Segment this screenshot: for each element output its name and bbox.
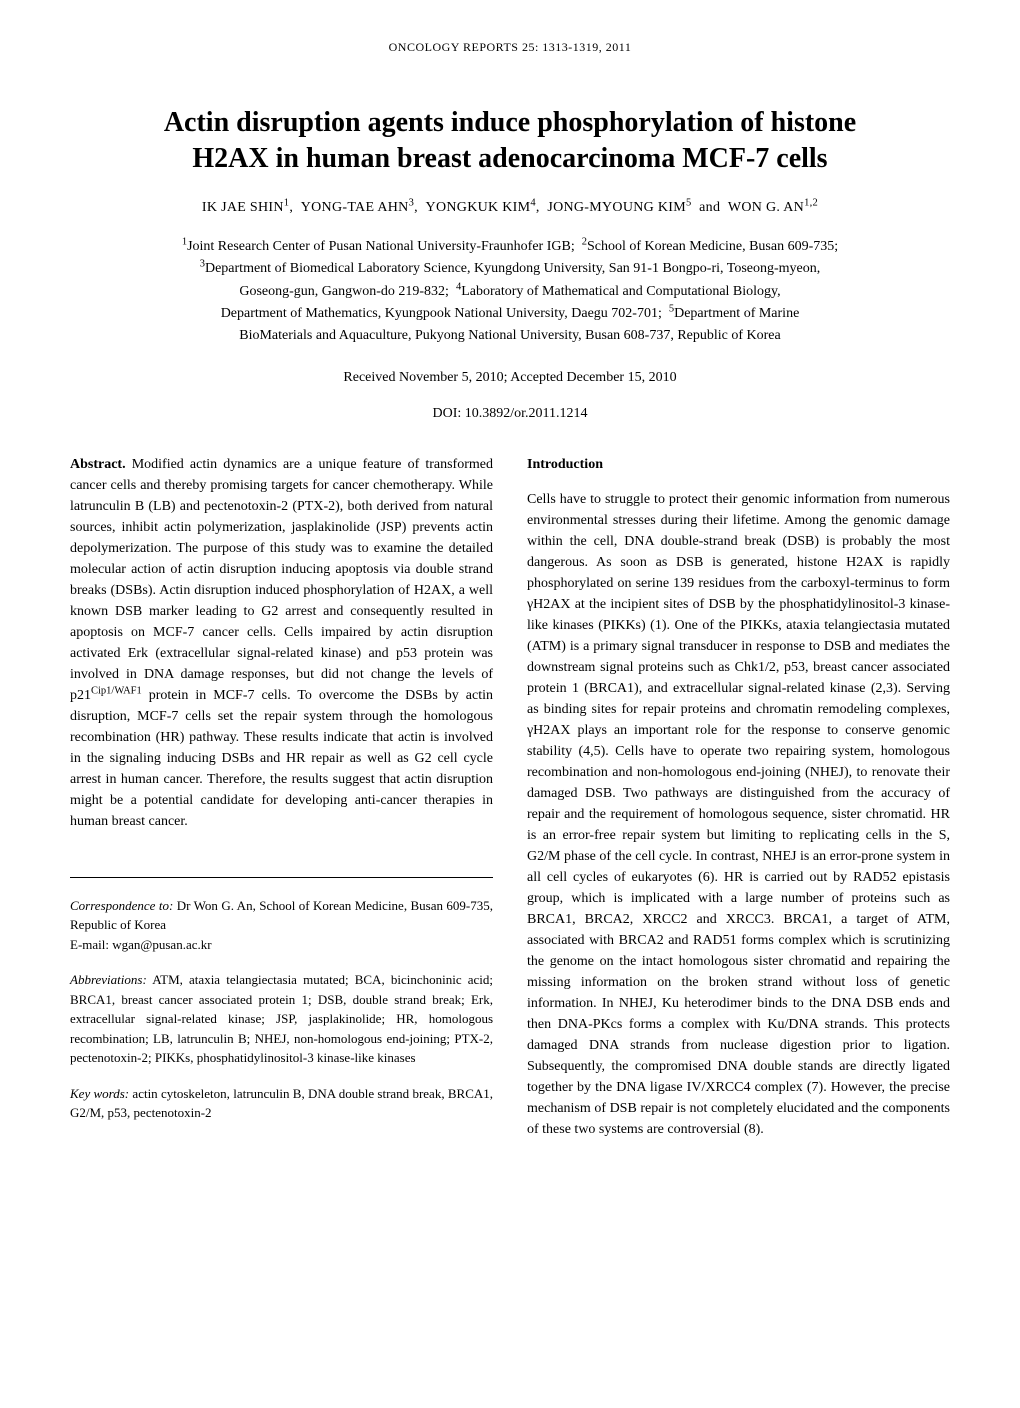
two-column-layout: Abstract. Modified actin dynamics are a … [70,454,950,1140]
left-column: Abstract. Modified actin dynamics are a … [70,454,493,1140]
article-title: Actin disruption agents induce phosphory… [70,105,950,178]
abbreviations-block: Abbreviations: ATM, ataxia telangiectasi… [70,970,493,1068]
abstract-block: Abstract. Modified actin dynamics are a … [70,454,493,832]
title-line-2: H2AX in human breast adenocarcinoma MCF-… [192,143,827,174]
right-column: Introduction Cells have to struggle to p… [527,454,950,1140]
introduction-body: Cells have to struggle to protect their … [527,489,950,1140]
correspondence-block: Correspondence to: Dr Won G. An, School … [70,896,493,955]
title-line-1: Actin disruption agents induce phosphory… [164,107,856,138]
correspondence-label: Correspondence to: [70,898,173,913]
keywords-body: actin cytoskeleton, latrunculin B, DNA d… [70,1086,493,1121]
doi-line: DOI: 10.3892/or.2011.1214 [70,406,950,422]
affiliations-block: 1Joint Research Center of Pusan National… [70,236,950,348]
footnote-divider [70,877,493,878]
received-accepted-line: Received November 5, 2010; Accepted Dece… [70,370,950,386]
abbreviations-label: Abbreviations: [70,972,147,987]
keywords-label: Key words: [70,1086,129,1101]
abstract-body: Modified actin dynamics are a unique fea… [70,457,493,829]
authors-line: IK JAE SHIN1, YONG-TAE AHN3, YONGKUK KIM… [70,200,950,216]
keywords-block: Key words: actin cytoskeleton, latruncul… [70,1084,493,1123]
abstract-label: Abstract. [70,457,126,472]
introduction-heading: Introduction [527,454,950,475]
journal-header: ONCOLOGY REPORTS 25: 1313-1319, 2011 [70,40,950,55]
